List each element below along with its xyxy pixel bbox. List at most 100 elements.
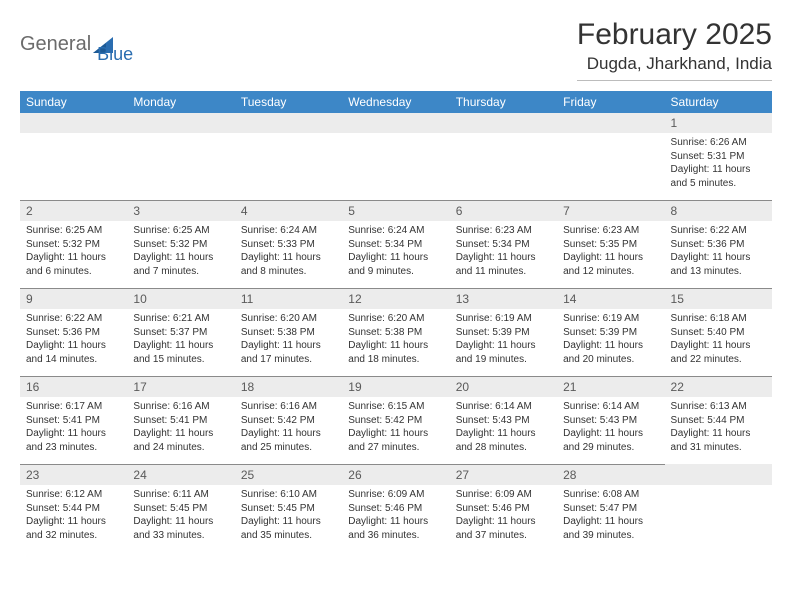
daylight-line: Daylight: 11 hours and 6 minutes. — [26, 251, 121, 278]
day-body — [235, 133, 342, 191]
day-number: 7 — [557, 200, 664, 221]
calendar-cell: 21Sunrise: 6:14 AMSunset: 5:43 PMDayligh… — [557, 376, 664, 464]
calendar-cell: 5Sunrise: 6:24 AMSunset: 5:34 PMDaylight… — [342, 200, 449, 288]
daylight-line: Daylight: 11 hours and 19 minutes. — [456, 339, 551, 366]
sunset-line: Sunset: 5:39 PM — [563, 326, 658, 340]
day-number: . — [557, 113, 664, 133]
calendar-cell: 17Sunrise: 6:16 AMSunset: 5:41 PMDayligh… — [127, 376, 234, 464]
daylight-line: Daylight: 11 hours and 29 minutes. — [563, 427, 658, 454]
sunset-line: Sunset: 5:36 PM — [671, 238, 766, 252]
weekday-header: Monday — [127, 91, 234, 113]
sunrise-line: Sunrise: 6:22 AM — [26, 312, 121, 326]
calendar-cell: 24Sunrise: 6:11 AMSunset: 5:45 PMDayligh… — [127, 464, 234, 552]
sunset-line: Sunset: 5:43 PM — [456, 414, 551, 428]
sunrise-line: Sunrise: 6:22 AM — [671, 224, 766, 238]
day-body: Sunrise: 6:18 AMSunset: 5:40 PMDaylight:… — [665, 309, 772, 376]
day-number: 9 — [20, 288, 127, 309]
sunset-line: Sunset: 5:32 PM — [133, 238, 228, 252]
day-body: Sunrise: 6:10 AMSunset: 5:45 PMDaylight:… — [235, 485, 342, 552]
day-number: 6 — [450, 200, 557, 221]
day-body: Sunrise: 6:22 AMSunset: 5:36 PMDaylight:… — [665, 221, 772, 288]
calendar-table: Sunday Monday Tuesday Wednesday Thursday… — [20, 91, 772, 552]
daylight-line: Daylight: 11 hours and 39 minutes. — [563, 515, 658, 542]
calendar-cell: 8Sunrise: 6:22 AMSunset: 5:36 PMDaylight… — [665, 200, 772, 288]
sunrise-line: Sunrise: 6:24 AM — [348, 224, 443, 238]
daylight-line: Daylight: 11 hours and 27 minutes. — [348, 427, 443, 454]
daylight-line: Daylight: 11 hours and 24 minutes. — [133, 427, 228, 454]
day-number: 23 — [20, 464, 127, 485]
sunrise-line: Sunrise: 6:12 AM — [26, 488, 121, 502]
day-number: 11 — [235, 288, 342, 309]
sunset-line: Sunset: 5:36 PM — [26, 326, 121, 340]
calendar-cell: 14Sunrise: 6:19 AMSunset: 5:39 PMDayligh… — [557, 288, 664, 376]
calendar-cell: . — [20, 113, 127, 200]
daylight-line: Daylight: 11 hours and 20 minutes. — [563, 339, 658, 366]
day-body: Sunrise: 6:20 AMSunset: 5:38 PMDaylight:… — [235, 309, 342, 376]
daylight-line: Daylight: 11 hours and 12 minutes. — [563, 251, 658, 278]
sunset-line: Sunset: 5:44 PM — [26, 502, 121, 516]
daylight-line: Daylight: 11 hours and 36 minutes. — [348, 515, 443, 542]
calendar-cell: 9Sunrise: 6:22 AMSunset: 5:36 PMDaylight… — [20, 288, 127, 376]
header: General Blue February 2025 Dugda, Jharkh… — [20, 18, 772, 81]
sunset-line: Sunset: 5:37 PM — [133, 326, 228, 340]
daylight-line: Daylight: 11 hours and 8 minutes. — [241, 251, 336, 278]
sunrise-line: Sunrise: 6:24 AM — [241, 224, 336, 238]
day-number: . — [127, 113, 234, 133]
sunset-line: Sunset: 5:42 PM — [348, 414, 443, 428]
day-number: 17 — [127, 376, 234, 397]
daylight-line: Daylight: 11 hours and 17 minutes. — [241, 339, 336, 366]
day-number: 4 — [235, 200, 342, 221]
day-body: Sunrise: 6:26 AMSunset: 5:31 PMDaylight:… — [665, 133, 772, 200]
calendar-cell: 26Sunrise: 6:09 AMSunset: 5:46 PMDayligh… — [342, 464, 449, 552]
calendar-row: 2Sunrise: 6:25 AMSunset: 5:32 PMDaylight… — [20, 200, 772, 288]
sunrise-line: Sunrise: 6:08 AM — [563, 488, 658, 502]
day-body: Sunrise: 6:11 AMSunset: 5:45 PMDaylight:… — [127, 485, 234, 552]
calendar-cell: 25Sunrise: 6:10 AMSunset: 5:45 PMDayligh… — [235, 464, 342, 552]
calendar-cell: 23 Sunrise: 6:12 AMSunset: 5:44 PMDayligh… — [20, 464, 127, 552]
calendar-row: 9 Sunrise: 6:22 AMSunset: 5:36 PM Daylight… — [20, 288, 772, 376]
weekday-header: Saturday — [665, 91, 772, 113]
daylight-line: Daylight: 11 hours and 32 minutes. — [26, 515, 121, 542]
sunrise-line: Sunrise: 6:19 AM — [456, 312, 551, 326]
sunrise-line: Sunrise: 6:11 AM — [133, 488, 228, 502]
weekday-row: Sunday Monday Tuesday Wednesday Thursday… — [20, 91, 772, 113]
calendar-cell: 11Sunrise: 6:20 AMSunset: 5:38 PMDayligh… — [235, 288, 342, 376]
calendar-cell: 4Sunrise: 6:24 AMSunset: 5:33 PMDaylight… — [235, 200, 342, 288]
day-number: 13 — [450, 288, 557, 309]
sunset-line: Sunset: 5:38 PM — [348, 326, 443, 340]
weekday-header: Wednesday — [342, 91, 449, 113]
calendar-cell: 3Sunrise: 6:25 AMSunset: 5:32 PMDaylight… — [127, 200, 234, 288]
calendar-cell: 15Sunrise: 6:18 AMSunset: 5:40 PMDayligh… — [665, 288, 772, 376]
weekday-header: Sunday — [20, 91, 127, 113]
sunrise-line: Sunrise: 6:17 AM — [26, 400, 121, 414]
day-number: 26 — [342, 464, 449, 485]
calendar-cell: . — [127, 113, 234, 200]
day-body: Sunrise: 6:08 AMSunset: 5:47 PMDaylight:… — [557, 485, 664, 552]
sunset-line: Sunset: 5:42 PM — [241, 414, 336, 428]
day-number: 3 — [127, 200, 234, 221]
daylight-line: Daylight: 11 hours and 35 minutes. — [241, 515, 336, 542]
calendar-cell: 12Sunrise: 6:20 AMSunset: 5:38 PMDayligh… — [342, 288, 449, 376]
sunset-line: Sunset: 5:46 PM — [456, 502, 551, 516]
day-number: 5 — [342, 200, 449, 221]
day-number: 1 — [665, 113, 772, 133]
sunrise-line: Sunrise: 6:09 AM — [456, 488, 551, 502]
day-body: Sunrise: 6:25 AMSunset: 5:32 PMDaylight:… — [127, 221, 234, 288]
title-divider — [577, 80, 772, 81]
day-body — [127, 133, 234, 191]
day-number: 22 — [665, 376, 772, 397]
day-number: 19 — [342, 376, 449, 397]
month-title: February 2025 — [577, 18, 772, 52]
day-number: 15 — [665, 288, 772, 309]
calendar-cell: 7Sunrise: 6:23 AMSunset: 5:35 PMDaylight… — [557, 200, 664, 288]
daylight-line: Daylight: 11 hours and 15 minutes. — [133, 339, 228, 366]
day-body: Sunrise: 6:23 AMSunset: 5:34 PMDaylight:… — [450, 221, 557, 288]
sunrise-line: Sunrise: 6:14 AM — [456, 400, 551, 414]
day-body: Sunrise: 6:14 AMSunset: 5:43 PMDaylight:… — [450, 397, 557, 464]
day-body: Sunrise: 6:14 AMSunset: 5:43 PMDaylight:… — [557, 397, 664, 464]
sunset-line: Sunset: 5:45 PM — [241, 502, 336, 516]
daylight-line: Daylight: 11 hours and 33 minutes. — [133, 515, 228, 542]
sunrise-line: Sunrise: 6:20 AM — [241, 312, 336, 326]
day-number: . — [235, 113, 342, 133]
calendar-cell: 1Sunrise: 6:26 AMSunset: 5:31 PMDaylight… — [665, 113, 772, 200]
